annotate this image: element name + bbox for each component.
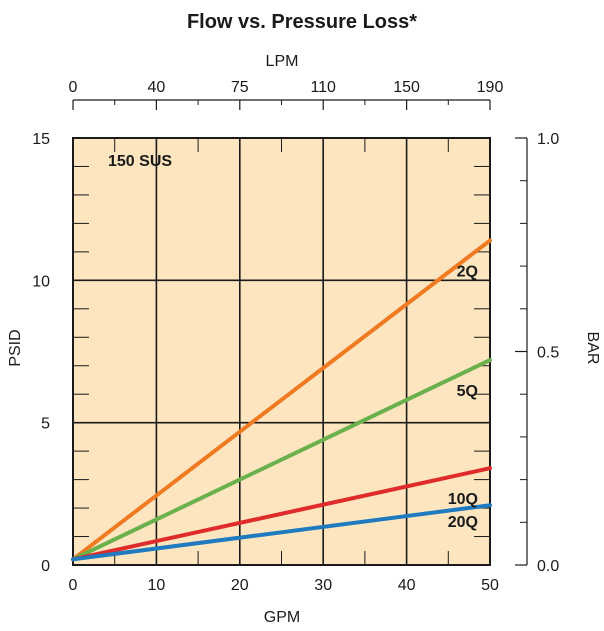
x-axis-ticks: 0 10 20 30 40 50 xyxy=(69,577,499,594)
viscosity-annotation: 150 SUS xyxy=(108,153,172,170)
top-tick-label: 0 xyxy=(69,79,78,96)
y-tick-label: 10 xyxy=(32,273,50,290)
x-tick-label: 10 xyxy=(148,577,166,594)
x-tick-label: 20 xyxy=(231,577,249,594)
y-axis-title: PSID xyxy=(7,329,24,366)
y-tick-label: 15 xyxy=(32,131,50,148)
x-tick-label: 40 xyxy=(398,577,416,594)
right-axis: 0.0 0.5 1.0 xyxy=(515,131,559,575)
series-label-2q: 2Q xyxy=(457,263,478,280)
top-axis: 0 40 75 110 150 190 xyxy=(69,79,504,110)
minor-ticks xyxy=(73,138,490,565)
series-label-20q: 20Q xyxy=(448,514,478,531)
series-label-10q: 10Q xyxy=(448,491,478,508)
plot-area xyxy=(72,137,491,566)
right-tick-label: 0.5 xyxy=(537,345,559,362)
chart-title: Flow vs. Pressure Loss* xyxy=(187,11,417,33)
y-axis-ticks: 0 5 10 15 xyxy=(32,131,50,575)
x-tick-label: 30 xyxy=(314,577,332,594)
series-line-5q xyxy=(71,358,492,562)
x-tick-label: 0 xyxy=(69,577,78,594)
series-labels: 2Q 5Q 10Q 20Q xyxy=(448,263,478,531)
y-tick-label: 0 xyxy=(41,558,50,575)
right-tick-label: 1.0 xyxy=(537,131,559,148)
x-axis-title: GPM xyxy=(264,609,300,626)
top-tick-label: 40 xyxy=(148,79,166,96)
right-tick-label: 0.0 xyxy=(537,558,559,575)
series-line-20q xyxy=(71,503,492,562)
top-tick-label: 75 xyxy=(231,79,249,96)
series-group xyxy=(71,238,492,562)
series-line-10q xyxy=(71,466,492,562)
series-line-2q xyxy=(71,238,492,562)
y-tick-label: 5 xyxy=(41,416,50,433)
series-label-5q: 5Q xyxy=(457,383,478,400)
top-tick-label: 110 xyxy=(310,79,336,96)
top-tick-label: 190 xyxy=(477,79,504,96)
top-tick-label: 150 xyxy=(393,79,420,96)
top-axis-title: LPM xyxy=(266,53,299,70)
x-tick-label: 50 xyxy=(481,577,499,594)
right-axis-title: BAR xyxy=(584,332,601,365)
